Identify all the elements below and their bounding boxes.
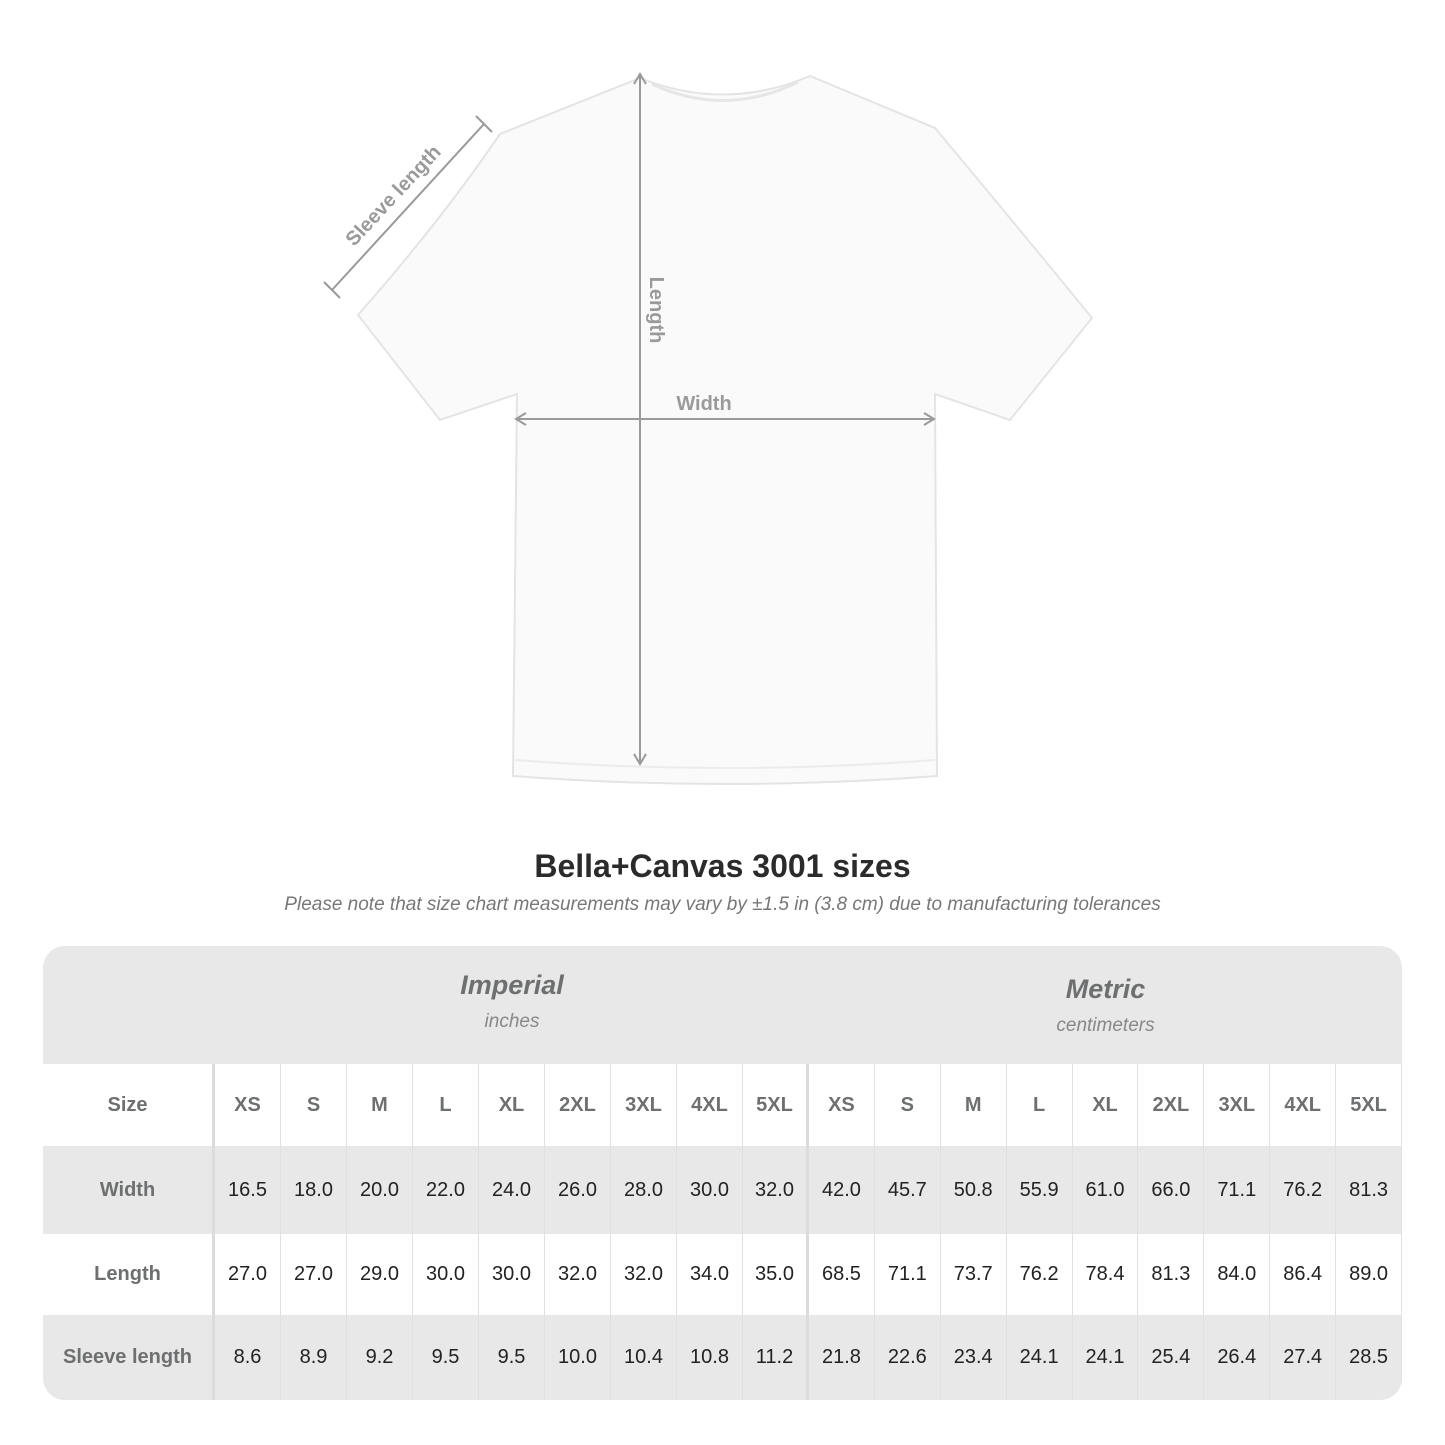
size-header-metric: XS [809,1064,875,1146]
table-cell-metric: 71.1 [875,1234,941,1315]
table-cell-metric: 71.1 [1204,1146,1271,1234]
table-cell-metric: 78.4 [1073,1234,1139,1315]
table-cell-metric: 25.4 [1138,1315,1205,1400]
width-label: Width [676,393,731,415]
table-cell-imperial: 35.0 [743,1234,809,1315]
table-cell-imperial: 11.2 [743,1315,809,1400]
table-cell-imperial: 28.0 [611,1146,677,1234]
table-cell-imperial: 26.0 [545,1146,611,1234]
table-cell-metric: 66.0 [1138,1146,1205,1234]
size-header-metric: 4XL [1270,1064,1337,1146]
table-cell-imperial: 9.5 [413,1315,479,1400]
table-cell-imperial: 22.0 [413,1146,479,1234]
imperial-header: Imperial inches [215,970,809,1088]
size-header-metric: XL [1073,1064,1139,1146]
size-header-metric: 5XL [1336,1064,1402,1146]
table-cell-metric: 81.3 [1138,1234,1205,1315]
table-cell-imperial: 32.0 [611,1234,677,1315]
table-cell-metric: 76.2 [1007,1234,1073,1315]
size-table: Imperial inches Metric centimeters Size X… [43,946,1402,1400]
table-cell-metric: 28.5 [1336,1315,1402,1400]
table-cell-metric: 50.8 [941,1146,1007,1234]
table-cell-metric: 27.4 [1270,1315,1337,1400]
chart-title: Bella+Canvas 3001 sizes [534,848,911,884]
tshirt-diagram: Sleeve length Length Width [323,72,1094,785]
table-cell-imperial: 27.0 [281,1234,347,1315]
table-cell-metric: 73.7 [941,1234,1007,1315]
table-row-sleeve-length: Sleeve length 8.6 8.9 9.2 9.5 9.5 10.0 10.4 10.8… [43,1315,1402,1400]
row-label: Size [43,1064,215,1146]
table-cell-metric: 45.7 [875,1146,941,1234]
metric-header: Metric centimeters [809,974,1402,1092]
table-cell-metric: 22.6 [875,1315,941,1400]
row-label: Width [43,1146,215,1234]
table-cell-imperial: 9.2 [347,1315,413,1400]
size-header-metric: S [875,1064,941,1146]
table-cell-imperial: 27.0 [215,1234,281,1315]
table-row-width: Width 16.5 18.0 20.0 22.0 24.0 26.0 28.0 30.0 32.… [43,1146,1402,1234]
table-cell-imperial: 8.6 [215,1315,281,1400]
size-header-metric: M [941,1064,1007,1146]
table-cell-imperial: 30.0 [413,1234,479,1315]
table-cell-imperial: 10.0 [545,1315,611,1400]
table-cell-imperial: 32.0 [545,1234,611,1315]
table-cell-imperial: 34.0 [677,1234,743,1315]
size-header-imperial: S [281,1064,347,1146]
size-header-metric: L [1007,1064,1073,1146]
size-header-imperial: 2XL [545,1064,611,1146]
table-cell-metric: 21.8 [809,1315,875,1400]
size-header-imperial: 5XL [743,1064,809,1146]
table-cell-imperial: 30.0 [479,1234,545,1315]
table-cell-imperial: 10.8 [677,1315,743,1400]
table-cell-imperial: 8.9 [281,1315,347,1400]
row-label: Sleeve length [43,1315,215,1400]
table-cell-metric: 68.5 [809,1234,875,1315]
table-cell-metric: 86.4 [1270,1234,1337,1315]
tshirt-shape [356,74,1094,785]
imperial-heading: Imperial [460,970,564,1000]
table-cell-imperial: 9.5 [479,1315,545,1400]
size-header-imperial: XS [215,1064,281,1146]
table-cell-metric: 55.9 [1007,1146,1073,1234]
table-cell-imperial: 20.0 [347,1146,413,1234]
metric-heading: Metric [1065,974,1146,1004]
table-cell-imperial: 29.0 [347,1234,413,1315]
table-cell-metric: 26.4 [1204,1315,1271,1400]
sleeve-measure-line [331,123,485,291]
size-header-imperial: 3XL [611,1064,677,1146]
table-cell-metric: 24.1 [1073,1315,1139,1400]
table-cell-metric: 81.3 [1336,1146,1402,1234]
table-cell-metric: 24.1 [1007,1315,1073,1400]
table-cell-metric: 76.2 [1270,1146,1337,1234]
table-cell-metric: 42.0 [809,1146,875,1234]
size-header-imperial: 4XL [677,1064,743,1146]
table-cell-metric: 84.0 [1204,1234,1271,1315]
table-cell-imperial: 32.0 [743,1146,809,1234]
table-cell-metric: 61.0 [1073,1146,1139,1234]
metric-unit: centimeters [1056,1015,1155,1036]
size-header-imperial: L [413,1064,479,1146]
table-cell-imperial: 16.5 [215,1146,281,1234]
imperial-unit: inches [484,1011,540,1032]
size-header-imperial: M [347,1064,413,1146]
tolerance-note: Please note that size chart measurements… [284,894,1161,915]
size-header-metric: 3XL [1204,1064,1271,1146]
table-cell-imperial: 18.0 [281,1146,347,1234]
table-cell-imperial: 24.0 [479,1146,545,1234]
size-header-imperial: XL [479,1064,545,1146]
length-label: Length [645,277,667,344]
table-cell-imperial: 30.0 [677,1146,743,1234]
table-cell-metric: 89.0 [1336,1234,1402,1315]
row-label: Length [43,1234,215,1315]
table-cell-metric: 23.4 [941,1315,1007,1400]
size-header-row: Size XS S M L XL 2XL 3XL 4XL 5XL XS S M L XL 2XL 3XL 4XL 5… [43,1064,1402,1146]
size-header-metric: 2XL [1138,1064,1205,1146]
table-cell-imperial: 10.4 [611,1315,677,1400]
table-row-length: Length 27.0 27.0 29.0 30.0 30.0 32.0 32.0 34.0 35… [43,1234,1402,1315]
